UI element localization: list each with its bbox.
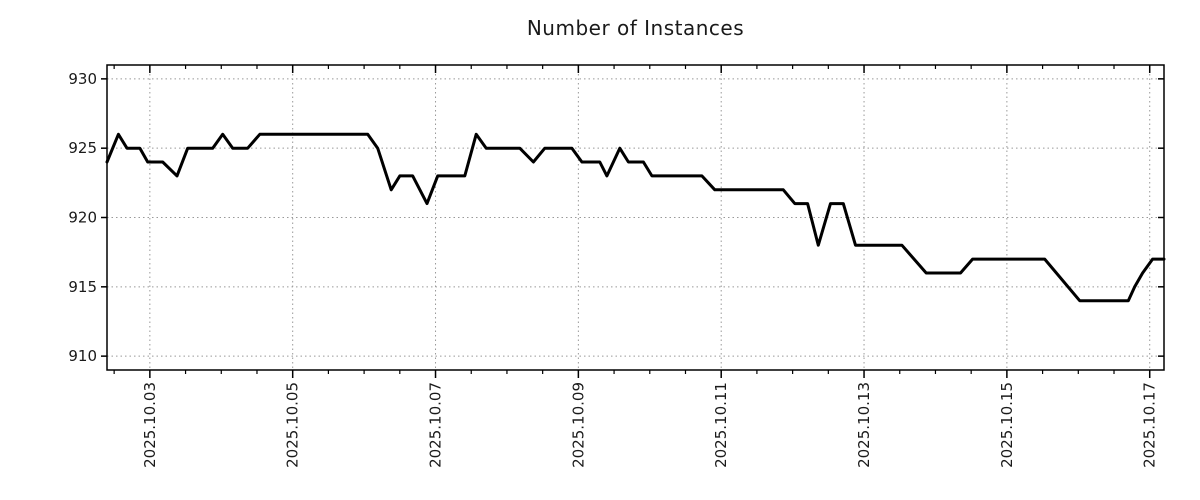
series-line	[105, 132, 1166, 303]
y-tick-label: 925	[68, 139, 97, 157]
x-tick-label: 2025.10.07	[427, 382, 445, 468]
x-tick-label: 2025.10.15	[998, 382, 1016, 468]
x-tick-label: 2025.10.17	[1141, 382, 1159, 468]
x-tick-label: 2025.10.09	[569, 382, 587, 468]
chart-title: Number of Instances	[526, 16, 745, 40]
y-tick-label: 915	[68, 278, 97, 296]
x-tick-label: 2025.10.05	[284, 382, 302, 468]
y-tick-label: 920	[68, 209, 97, 227]
y-tick-label: 930	[68, 70, 97, 88]
x-tick-label: 2025.10.11	[712, 382, 730, 468]
plot-border	[106, 64, 1165, 371]
y-tick-label: 910	[68, 347, 97, 365]
x-tick-label: 2025.10.03	[141, 382, 159, 468]
x-tick-label: 2025.10.13	[855, 382, 873, 468]
